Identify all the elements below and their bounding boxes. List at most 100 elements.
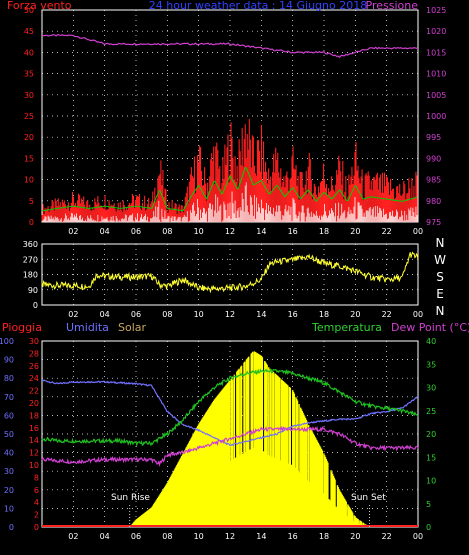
x-tick-label: 22 (382, 310, 392, 319)
x-tick-label: 20 (350, 310, 360, 319)
humidity-tick-label: 70 (4, 393, 14, 402)
x-tick-label: 16 (288, 532, 298, 541)
x-tick-label: 04 (100, 532, 110, 541)
pressure-tick-label: 1005 (426, 91, 446, 100)
wind-tick-label: 45 (24, 27, 34, 36)
x-tick-label: 00 (413, 532, 423, 541)
temp-tick-label: 10 (426, 477, 436, 486)
x-tick-label: 02 (68, 532, 78, 541)
humidity-tick-label: 0 (9, 523, 14, 532)
pressure-tick-label: 980 (426, 197, 441, 206)
x-tick-label: 04 (100, 310, 110, 319)
compass-label: W (434, 253, 446, 267)
humidity-tick-label: 10 (4, 504, 14, 513)
rain-tick-label: 26 (29, 362, 39, 371)
dewpoint-axis-label: Dew Point (°C) (391, 321, 469, 334)
direction-tick-label: 90 (28, 286, 38, 295)
wind-average-line (41, 167, 418, 212)
x-tick-label: 08 (162, 310, 172, 319)
humidity-tick-label: 20 (4, 486, 14, 495)
wind-tick-label: 50 (24, 6, 34, 15)
chart-labels: 24 hour weather data : 14 Giugno 2018 Fo… (2, 0, 469, 503)
x-tick-label: 12 (225, 310, 235, 319)
wind-tick-label: 5 (29, 197, 34, 206)
humidity-tick-label: 60 (4, 411, 14, 420)
dewpoint-line (41, 425, 419, 468)
temp-tick-label: 20 (426, 430, 436, 439)
x-tick-label: 10 (194, 310, 204, 319)
wind-tick-label: 35 (24, 70, 34, 79)
humidity-tick-label: 80 (4, 374, 14, 383)
temp-tick-label: 0 (426, 523, 431, 532)
x-tick-label: 16 (288, 227, 298, 236)
x-tick-label: 12 (225, 532, 235, 541)
sunset-label: Sun Set (351, 493, 386, 503)
pressure-tick-label: 1010 (426, 70, 446, 79)
x-tick-label: 10 (194, 532, 204, 541)
humidity-tick-label: 90 (4, 356, 14, 365)
temp-tick-label: 30 (426, 384, 436, 393)
rain-tick-label: 8 (34, 473, 39, 482)
humidity-line (41, 379, 418, 446)
x-tick-label: 22 (382, 532, 392, 541)
humidity-axis-label: Umidita (66, 321, 109, 334)
pressure-tick-label: 1020 (426, 27, 446, 36)
rain-tick-label: 14 (29, 436, 39, 445)
wind-tick-label: 40 (24, 48, 34, 57)
rain-tick-label: 28 (29, 349, 39, 358)
pressure-tick-label: 1015 (426, 48, 446, 57)
wind-axis-label: Forza vento (7, 0, 72, 12)
wind-direction-line (41, 251, 419, 294)
humidity-tick-label: 30 (4, 467, 14, 476)
x-tick-label: 06 (131, 532, 141, 541)
x-tick-label: 08 (162, 532, 172, 541)
humidity-tick-label: 50 (4, 430, 14, 439)
x-tick-label: 06 (131, 227, 141, 236)
x-tick-label: 22 (382, 227, 392, 236)
pressure-tick-label: 1025 (426, 6, 446, 15)
x-tick-label: 20 (350, 532, 360, 541)
wind-tick-label: 10 (24, 176, 34, 185)
pressure-tick-label: 985 (426, 176, 441, 185)
rain-tick-label: 22 (29, 387, 39, 396)
x-tick-label: 00 (413, 310, 423, 319)
rain-tick-label: 16 (29, 424, 39, 433)
pressure-tick-label: 975 (426, 218, 441, 227)
rain-tick-label: 4 (34, 498, 39, 507)
x-tick-label: 02 (68, 227, 78, 236)
wind-tick-label: 20 (24, 133, 34, 142)
rain-tick-label: 6 (34, 486, 39, 495)
temperature-axis-label: Temperatura (311, 321, 382, 334)
rain-tick-label: 24 (29, 374, 39, 383)
rain-axis-label: Pioggia (2, 321, 42, 334)
solar-axis-label: Solar (118, 321, 147, 334)
x-tick-label: 12 (225, 227, 235, 236)
compass-label: S (436, 270, 444, 284)
x-tick-label: 14 (256, 310, 266, 319)
rain-tick-label: 12 (29, 449, 39, 458)
temp-tick-label: 25 (426, 407, 436, 416)
x-tick-label: 20 (350, 227, 360, 236)
wind-pressure-panel: 0510152025303540455097598098599099510001… (24, 6, 447, 236)
compass-label: N (436, 304, 445, 318)
chart-title: 24 hour weather data : 14 Giugno 2018 (149, 0, 367, 12)
temp-tick-label: 40 (426, 337, 436, 346)
pressure-line (41, 33, 419, 59)
pressure-tick-label: 995 (426, 133, 441, 142)
direction-tick-label: 180 (23, 271, 38, 280)
direction-tick-label: 360 (23, 240, 38, 249)
x-tick-label: 10 (194, 227, 204, 236)
x-tick-label: 14 (256, 227, 266, 236)
x-tick-label: 00 (413, 227, 423, 236)
x-tick-label: 02 (68, 310, 78, 319)
rain-tick-label: 20 (29, 399, 39, 408)
x-tick-label: 08 (162, 227, 172, 236)
rain-humidity-temp-panel: 0102030405060708090100024681012141618202… (0, 337, 436, 541)
x-tick-label: 18 (319, 227, 329, 236)
pressure-tick-label: 1000 (426, 112, 446, 121)
wind-tick-label: 15 (24, 154, 34, 163)
x-tick-label: 14 (256, 532, 266, 541)
pressure-axis-label: Pressione (366, 0, 419, 12)
